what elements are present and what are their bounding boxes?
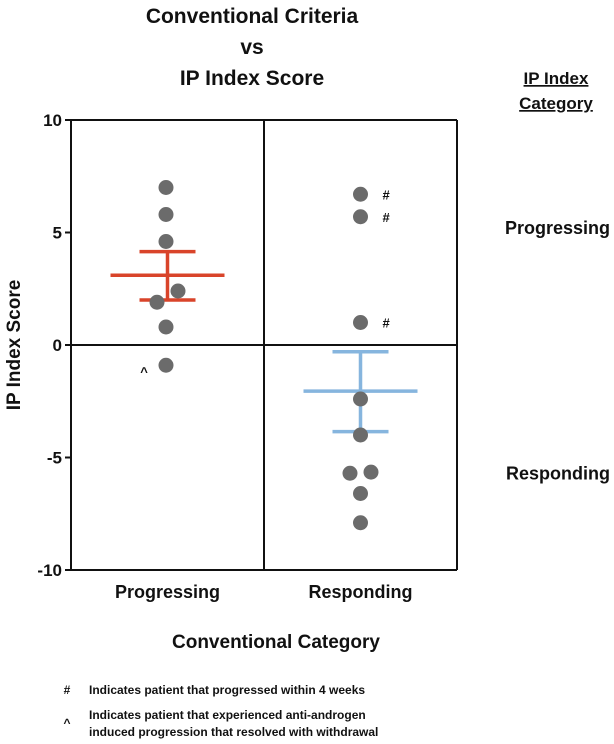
plot-frame: [70, 119, 458, 571]
x-category-label: Responding: [309, 582, 413, 602]
chart-title-line-2: vs: [240, 36, 263, 59]
legend-symbol: #: [64, 683, 71, 697]
right-category-label: Progressing: [505, 218, 610, 238]
y-tick-label: 0: [53, 336, 62, 355]
y-tick-label: 5: [53, 224, 62, 243]
legend-text: Indicates patient that experienced anti-…: [89, 708, 366, 722]
point-annotation-hash: #: [383, 316, 391, 331]
data-point: [353, 186, 368, 202]
chart-title: Conventional Criteria vs IP Index Score: [146, 5, 359, 90]
data-point: [353, 486, 368, 501]
data-point: [342, 465, 358, 481]
y-tick-label: -10: [37, 561, 62, 580]
data-point: [353, 209, 368, 225]
data-points: ^ # # #: [140, 180, 391, 531]
x-category-label: Progressing: [115, 582, 220, 602]
data-point: [158, 234, 174, 249]
right-axis-header: IP Index Category: [519, 69, 593, 113]
right-header-line-2: Category: [519, 94, 593, 113]
right-header-line-1: IP Index: [524, 69, 589, 88]
right-category-label: Responding: [506, 463, 610, 483]
data-point: [353, 315, 368, 330]
data-point: [158, 207, 174, 222]
data-point: [170, 283, 186, 299]
point-annotation-hash: #: [383, 210, 391, 225]
x-category-labels: Progressing Responding: [115, 582, 413, 602]
data-point: [158, 357, 174, 373]
chart-title-line-1: Conventional Criteria: [146, 5, 359, 28]
chart-title-line-3: IP Index Score: [180, 67, 324, 90]
data-point: [158, 319, 174, 335]
error-bars: [110, 249, 418, 434]
y-tick-label: 10: [43, 111, 62, 130]
y-tick-label: -5: [47, 449, 62, 468]
data-point: [353, 427, 368, 443]
data-point: [158, 180, 174, 195]
data-point: [149, 294, 165, 310]
data-point: [363, 464, 379, 480]
legend-text: Indicates patient that progressed within…: [89, 683, 365, 697]
legend-symbol: ^: [63, 716, 70, 730]
data-point: [353, 391, 368, 407]
x-axis-title: Conventional Category: [172, 632, 380, 653]
right-category-labels: Progressing Responding: [505, 218, 610, 483]
point-annotation-hash: #: [383, 187, 391, 202]
data-point: [353, 515, 368, 531]
legend-text: induced progression that resolved with w…: [89, 725, 378, 739]
point-annotation-caret: ^: [140, 364, 148, 379]
legend: # Indicates patient that progressed withi…: [63, 683, 378, 739]
y-ticks: 10 5 0 -5 -10: [37, 111, 71, 580]
y-axis-title: IP Index Score: [4, 280, 25, 411]
